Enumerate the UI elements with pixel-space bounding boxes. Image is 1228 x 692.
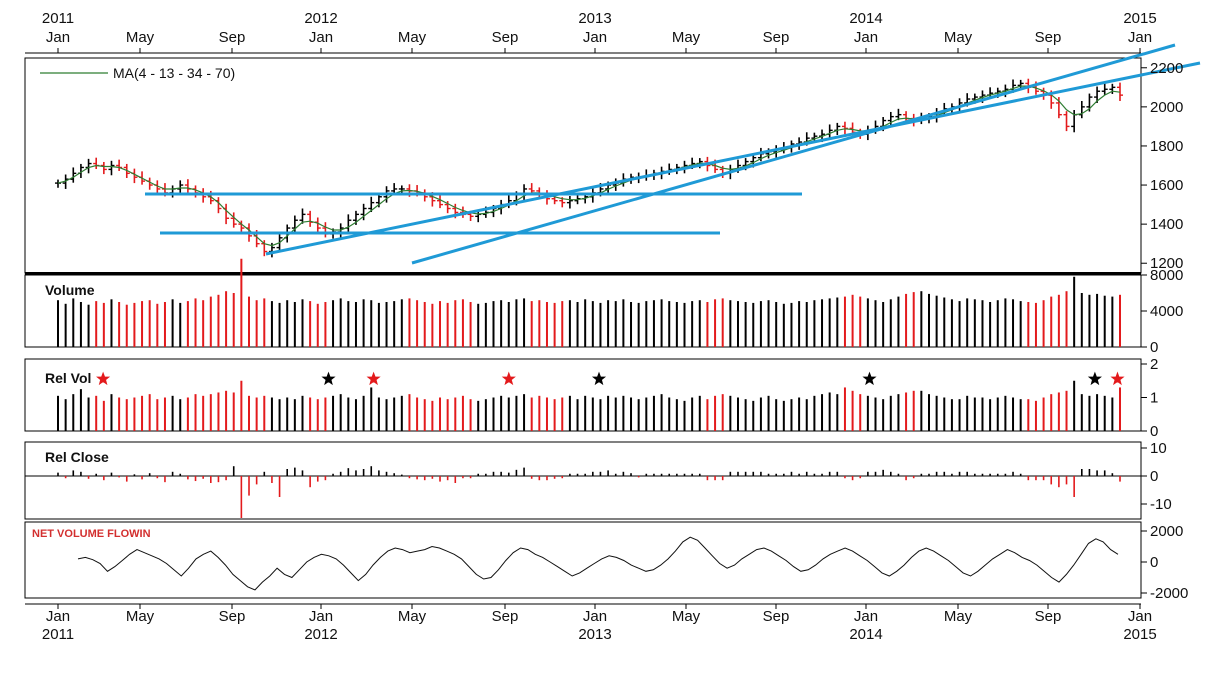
- volume-label: Volume: [45, 282, 95, 298]
- price-y-tick-label: 2000: [1150, 99, 1183, 116]
- bottom-month-label: May: [126, 608, 155, 625]
- top-month-label: Jan: [1128, 29, 1152, 46]
- bottom-month-label: May: [944, 608, 973, 625]
- price-y-tick-label: 1200: [1150, 255, 1183, 272]
- top-month-label: Sep: [1035, 29, 1062, 46]
- bottom-month-label: Jan: [1128, 608, 1152, 625]
- top-year-label: 2015: [1123, 10, 1156, 27]
- relclose-label: Rel Close: [45, 449, 109, 465]
- price-panel-frame: [24, 57, 1142, 274]
- volume-bars: [57, 258, 1121, 347]
- bottom-month-label: Jan: [854, 608, 878, 625]
- panel-separator-thick: [25, 272, 1141, 275]
- top-year-label: 2013: [578, 10, 611, 27]
- bottom-month-label: Jan: [583, 608, 607, 625]
- bottom-date-axis: Jan May Sep Jan May Sep Jan May Sep Jan May Sep Jan2…: [25, 603, 1157, 643]
- bottom-year-label: 2013: [578, 626, 611, 643]
- bottom-year-label: 2014: [849, 626, 882, 643]
- relvol-star-marker: [591, 371, 607, 386]
- relvol-star-marker: [321, 371, 336, 386]
- relvol-y-tick-label: 1: [1150, 390, 1158, 407]
- ma-legend-label: MA(4 - 13 - 34 - 70): [113, 65, 235, 81]
- bottom-month-label: May: [398, 608, 427, 625]
- price-panel: MA(4 - 13 - 34 - 70) 2200 2000 1800 1600 140…: [24, 43, 1201, 274]
- top-month-label: Jan: [309, 29, 333, 46]
- relclose-y-tick-label: -10: [1150, 496, 1172, 513]
- top-month-label: Sep: [219, 29, 246, 46]
- bottom-month-label: May: [672, 608, 701, 625]
- top-year-label: 2014: [849, 10, 882, 27]
- relclose-panel: Rel Close 10 0 -10: [24, 440, 1172, 520]
- top-month-label: May: [126, 29, 155, 46]
- trendlines: [145, 43, 1201, 265]
- flow-y-tick-label: 0: [1150, 554, 1158, 571]
- flow-y-axis: 2000 0 -2000: [1141, 523, 1188, 602]
- top-month-label: Jan: [46, 29, 70, 46]
- volume-panel-frame: [24, 274, 1142, 348]
- bottom-month-label: Sep: [1035, 608, 1062, 625]
- relclose-y-tick-label: 0: [1150, 468, 1158, 485]
- relvol-y-tick-label: 0: [1150, 423, 1158, 440]
- relclose-bars: [57, 466, 1121, 518]
- top-month-label: Jan: [583, 29, 607, 46]
- flow-panel-frame: [24, 521, 1142, 599]
- volume-y-axis: 8000 4000 0: [1141, 267, 1183, 356]
- relvol-label: Rel Vol: [45, 370, 91, 386]
- top-month-label: Jan: [854, 29, 878, 46]
- top-month-label: Sep: [492, 29, 519, 46]
- bottom-month-label: Jan: [46, 608, 70, 625]
- top-month-label: Sep: [763, 29, 790, 46]
- price-y-tick-label: 1400: [1150, 216, 1183, 233]
- price-y-tick-label: 2200: [1150, 60, 1183, 77]
- relvol-stars: [96, 371, 1125, 386]
- relvol-star-marker: [366, 371, 381, 386]
- top-month-label: May: [672, 29, 701, 46]
- volume-y-tick-label: 8000: [1150, 267, 1183, 284]
- trendline-upper-channel: [411, 43, 1176, 265]
- flow-label: NET VOLUME FLOWIN: [32, 528, 151, 540]
- relvol-panel-frame: [24, 358, 1142, 432]
- volume-y-tick-label: 4000: [1150, 303, 1183, 320]
- flow-y-tick-label: -2000: [1150, 585, 1188, 602]
- relvol-star-marker: [501, 371, 516, 386]
- relvol-star-marker: [862, 371, 877, 386]
- price-y-tick-label: 1800: [1150, 138, 1183, 155]
- relvol-panel: Rel Vol 2 1 0: [24, 356, 1158, 440]
- flow-line: [77, 536, 1119, 591]
- ma-line: [57, 85, 1121, 247]
- top-month-label: May: [398, 29, 427, 46]
- bottom-year-label: 2015: [1123, 626, 1156, 643]
- bottom-month-label: Jan: [309, 608, 333, 625]
- volume-panel: Volume 8000 4000 0: [24, 258, 1183, 356]
- bottom-month-label: Sep: [219, 608, 246, 625]
- relvol-star-marker: [1087, 371, 1102, 386]
- bottom-month-label: Sep: [492, 608, 519, 625]
- bottom-year-label: 2012: [304, 626, 337, 643]
- relclose-y-axis: 10 0 -10: [1141, 440, 1172, 513]
- relclose-panel-frame: [24, 441, 1142, 520]
- top-month-label: May: [944, 29, 973, 46]
- relvol-star-marker: [1110, 371, 1125, 386]
- bottom-year-label: 2011: [42, 626, 74, 643]
- flow-y-tick-label: 2000: [1150, 523, 1183, 540]
- trendline-lower-channel: [265, 61, 1201, 256]
- relvol-star-marker: [96, 371, 111, 386]
- relclose-y-tick-label: 10: [1150, 440, 1167, 457]
- volume-y-tick-label: 0: [1150, 339, 1158, 356]
- top-year-label: 2011: [42, 10, 74, 27]
- relvol-y-tick-label: 2: [1150, 356, 1158, 373]
- price-y-axis: 2200 2000 1800 1600 1400 1200: [1141, 60, 1183, 272]
- flow-panel: NET VOLUME FLOWIN 2000 0 -2000: [24, 521, 1188, 602]
- relvol-bars: [57, 380, 1121, 431]
- price-y-tick-label: 1600: [1150, 177, 1183, 194]
- bottom-month-label: Sep: [763, 608, 790, 625]
- top-date-axis: Jan May Sep Jan May Sep Jan May Sep Jan May Sep Jan 2…: [25, 10, 1157, 54]
- top-year-label: 2012: [304, 10, 337, 27]
- relvol-y-axis: 2 1 0: [1141, 356, 1158, 440]
